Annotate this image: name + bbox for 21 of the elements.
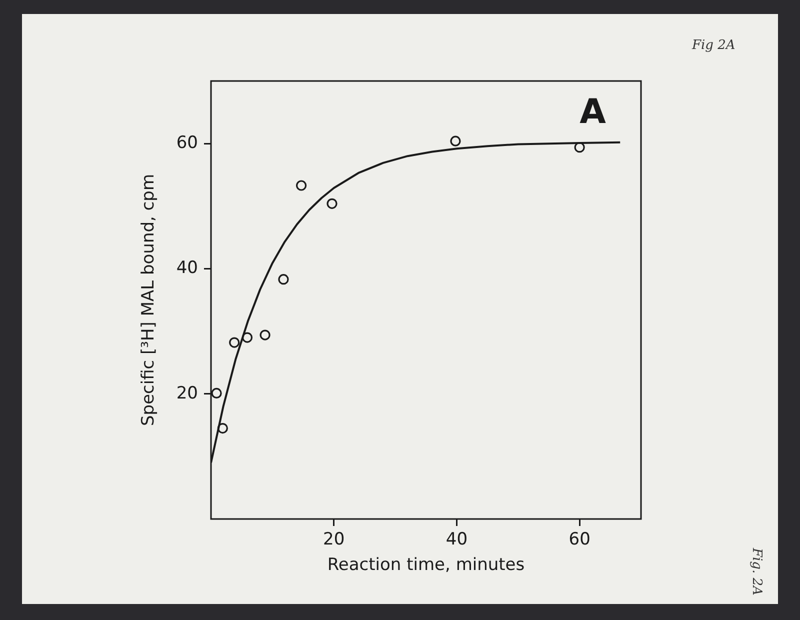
x-tick-label: 20 <box>323 530 345 550</box>
annotation: A <box>580 92 607 132</box>
x-tick-label: 60 <box>568 530 590 550</box>
point <box>260 330 270 340</box>
caption: Fig. 2A <box>749 548 764 596</box>
point <box>326 198 338 209</box>
y-tick-label: 20 <box>176 383 198 404</box>
point <box>242 332 253 343</box>
y-axis-title: Specific [³H] MAL bound, cpm <box>138 174 159 426</box>
point <box>278 274 289 285</box>
point <box>574 142 585 153</box>
caption: Fig 2A <box>692 38 736 53</box>
point <box>296 180 307 191</box>
point <box>229 337 240 348</box>
point <box>211 388 222 399</box>
point <box>450 136 461 146</box>
x-tick-label: 40 <box>446 530 468 550</box>
y-tick-label: 40 <box>176 258 198 278</box>
point <box>217 422 228 434</box>
y-tick-label: 60 <box>176 132 198 153</box>
x-axis-title: Reaction time, minutes <box>327 555 525 576</box>
